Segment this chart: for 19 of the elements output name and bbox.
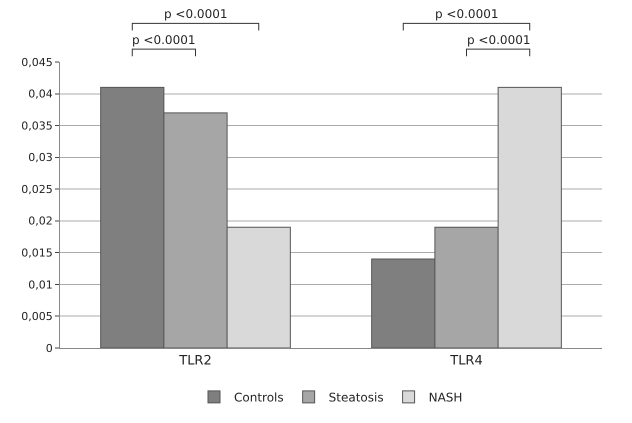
y-tick-label: 0,01: [28, 278, 53, 292]
y-tick-label: 0: [46, 342, 53, 355]
legend-label: NASH: [428, 390, 462, 404]
text: p <0.0001: [467, 33, 530, 47]
x-tick-label: TLR4: [449, 354, 483, 369]
legend-label: Steatosis: [328, 390, 384, 404]
y-tick-label: 0,02: [28, 214, 53, 228]
text: p <0.0001: [132, 33, 196, 47]
y-tick-label: 0,035: [21, 119, 53, 132]
y-tick-label: 0,04: [28, 88, 53, 101]
legend-label: Controls: [234, 390, 284, 404]
text: p <0.0001: [435, 7, 498, 21]
y-tick-label: 0,025: [21, 182, 53, 196]
y-tick-label: 0,005: [21, 310, 53, 324]
y-tick-label: 0,045: [21, 56, 53, 69]
y-tick-label: 0,015: [21, 246, 53, 260]
y-tick-label: 0,03: [28, 151, 53, 164]
x-tick-label: TLR2: [178, 354, 212, 369]
text: p <0.0001: [164, 7, 228, 21]
